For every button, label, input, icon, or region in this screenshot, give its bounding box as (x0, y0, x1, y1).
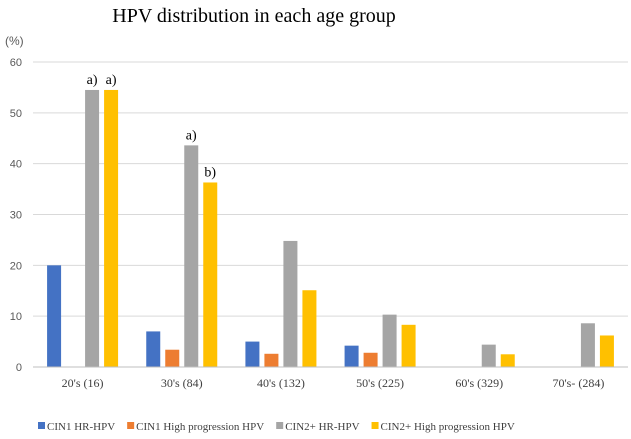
bar (283, 240, 298, 367)
bar (580, 323, 595, 367)
x-category-label: 50's (225) (356, 376, 404, 390)
legend-label: CIN1 HR-HPV (47, 421, 115, 433)
legend-swatch (371, 422, 379, 429)
gridlines (33, 61, 628, 317)
annotation-label: a) (186, 128, 197, 143)
y-tick-label: 0 (16, 362, 22, 374)
bar (47, 265, 62, 367)
bar (500, 354, 515, 367)
bar (344, 345, 359, 367)
legend-swatch (276, 422, 284, 429)
bar (302, 290, 317, 367)
bar (382, 314, 397, 367)
legend-label: CIN2+ HR-HPV (285, 421, 359, 433)
bar (146, 331, 161, 367)
y-tick-label: 60 (10, 57, 22, 69)
bar (104, 89, 119, 367)
y-tick-label: 20 (10, 260, 22, 272)
annotation-label: a) (87, 73, 98, 88)
x-category-label: 60's (329) (455, 376, 503, 390)
legend: CIN1 HR-HPV CIN1 High progression HPV CIN2… (38, 421, 515, 433)
bar (184, 145, 199, 367)
bars (47, 89, 614, 367)
x-category-label: 20's (16) (62, 376, 104, 390)
annotation-label: a) (106, 73, 117, 88)
legend-label: CIN1 High progression HPV (136, 421, 264, 433)
bar (264, 353, 279, 367)
legend-swatch (38, 422, 45, 429)
annotations: a) a) a) b) (87, 73, 217, 181)
y-tick-label: 50 (10, 108, 22, 120)
chart-title: HPV distribution in each age group (112, 5, 395, 27)
x-category-label: 40's (132) (257, 376, 305, 390)
y-tick-label: 30 (10, 210, 22, 222)
y-axis-ticks: 0 10 20 30 40 50 60 (10, 57, 22, 374)
legend-label: CIN2+ High progression HPV (381, 421, 515, 433)
bar (245, 341, 260, 367)
bar (165, 349, 180, 367)
annotation-label: b) (204, 165, 216, 180)
legend-swatch (127, 422, 135, 429)
y-tick-label: 40 (10, 159, 22, 171)
x-category-label: 30's (84) (161, 376, 203, 390)
bar (481, 344, 496, 367)
bar (203, 182, 218, 367)
bar (599, 335, 614, 367)
y-tick-label: 10 (10, 311, 22, 323)
x-axis-categories: 20's (16) 30's (84) 40's (132) 50's (225) 60… (62, 376, 605, 390)
x-category-label: 70's- (284) (553, 376, 605, 390)
bar (401, 324, 416, 367)
bar (85, 89, 100, 367)
bar (363, 352, 378, 367)
y-axis-unit: (%) (5, 34, 24, 48)
